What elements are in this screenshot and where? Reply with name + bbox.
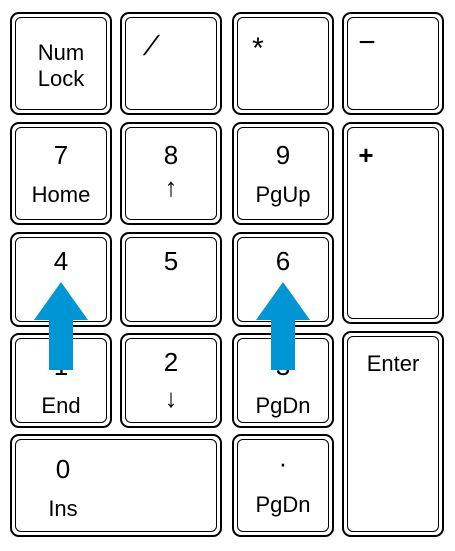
numlock-label-line2: Lock: [37, 66, 85, 91]
numpad-2-sublabel: ↓: [164, 383, 178, 413]
numpad-7-sublabel: Home: [31, 182, 91, 207]
numpad-1-sublabel: End: [41, 393, 81, 418]
numpad-5-key[interactable]: 5: [120, 232, 222, 327]
numpad-9-number: 9: [275, 140, 291, 170]
numpad-1-key[interactable]: 1 End: [10, 333, 112, 428]
plus-symbol: +: [358, 140, 374, 170]
enter-key[interactable]: Enter: [342, 331, 444, 537]
minus-symbol: −: [358, 26, 376, 59]
numpad-4-key[interactable]: 4 ←: [10, 232, 112, 327]
numpad-3-key[interactable]: 3 PgDn: [232, 333, 334, 428]
decimal-sublabel: PgDn: [255, 492, 311, 517]
divide-key[interactable]: /: [120, 12, 222, 115]
numpad-8-number: 8: [163, 140, 179, 170]
enter-label: Enter: [366, 351, 420, 376]
multiply-key[interactable]: *: [232, 12, 334, 115]
numpad-7-number: 7: [53, 140, 69, 170]
numpad-0-key[interactable]: 0 Ins: [10, 434, 222, 537]
plus-key[interactable]: +: [342, 122, 444, 324]
numpad-2-number: 2: [163, 347, 179, 377]
numpad-6-key[interactable]: 6 →: [232, 232, 334, 327]
numpad-4-number: 4: [53, 246, 69, 276]
numpad-8-key[interactable]: 8 ↑: [120, 122, 222, 225]
multiply-symbol: *: [252, 32, 264, 65]
numpad-6-number: 6: [275, 246, 291, 276]
numpad-8-sublabel: ↑: [164, 172, 178, 202]
numpad-3-number: 3: [275, 351, 291, 381]
numpad-7-key[interactable]: 7 Home: [10, 122, 112, 225]
numpad-9-sublabel: PgUp: [255, 182, 311, 207]
numpad-0-number: 0: [55, 454, 71, 484]
numlock-label-line1: Num: [37, 40, 85, 65]
numpad-6-sublabel: →: [270, 280, 296, 310]
numpad-2-key[interactable]: 2 ↓: [120, 333, 222, 428]
numpad-1-number: 1: [53, 351, 69, 381]
numpad-5-number: 5: [163, 246, 179, 276]
numpad-0-sublabel: Ins: [48, 496, 78, 521]
decimal-symbol: ·: [278, 448, 288, 478]
numlock-key[interactable]: Num Lock: [10, 12, 112, 115]
numpad-4-sublabel: ←: [48, 280, 74, 310]
decimal-key[interactable]: · PgDn: [232, 434, 334, 537]
minus-key[interactable]: −: [342, 12, 444, 115]
numpad-3-sublabel: PgDn: [255, 393, 311, 418]
numpad-9-key[interactable]: 9 PgUp: [232, 122, 334, 225]
